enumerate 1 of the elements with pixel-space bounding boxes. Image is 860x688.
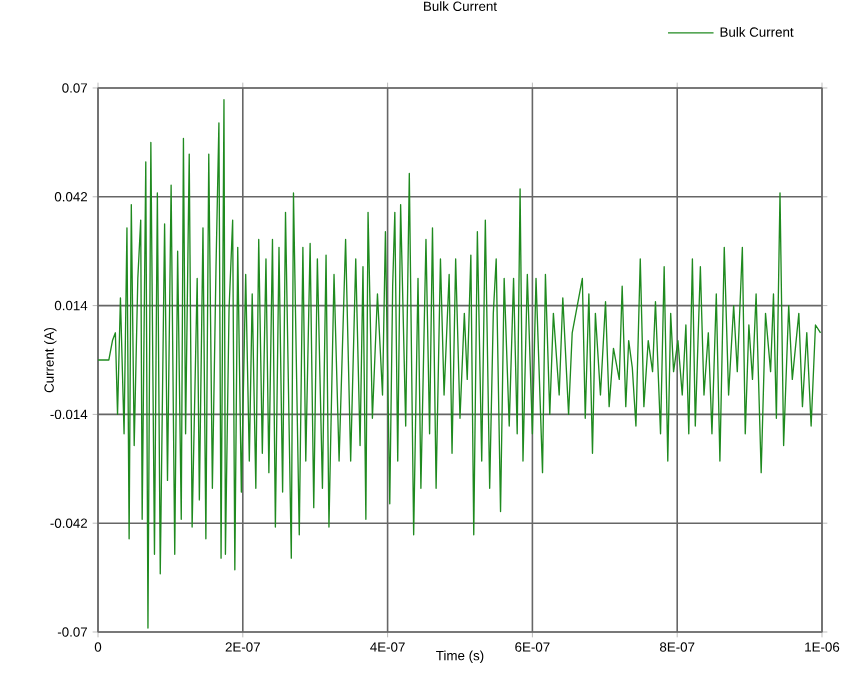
line-series xyxy=(98,98,822,629)
